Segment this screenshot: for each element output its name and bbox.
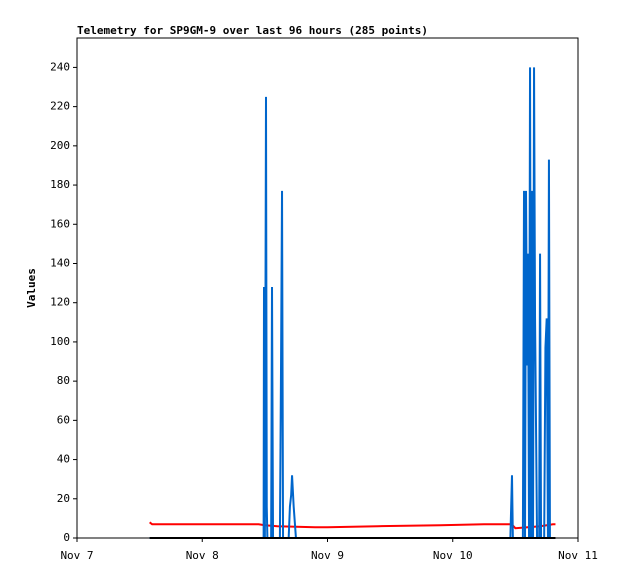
y-tick-label: 100 bbox=[50, 335, 70, 348]
y-tick-label: 20 bbox=[57, 492, 70, 505]
y-tick-label: 0 bbox=[63, 531, 70, 544]
y-tick-label: 80 bbox=[57, 374, 70, 387]
chart-title: Telemetry for SP9GM-9 over last 96 hours… bbox=[77, 24, 428, 37]
x-tick-label: Nov 10 bbox=[433, 549, 473, 562]
y-tick-label: 160 bbox=[50, 217, 70, 230]
y-axis-label: Values bbox=[25, 268, 38, 308]
x-tick-label: Nov 7 bbox=[60, 549, 93, 562]
y-tick-label: 120 bbox=[50, 296, 70, 309]
y-tick-label: 240 bbox=[50, 60, 70, 73]
y-tick-label: 200 bbox=[50, 139, 70, 152]
y-tick-label: 40 bbox=[57, 453, 70, 466]
series-line bbox=[149, 521, 556, 530]
series-line bbox=[149, 67, 551, 539]
x-tick-label: Nov 8 bbox=[186, 549, 219, 562]
y-tick-label: 180 bbox=[50, 178, 70, 191]
y-tick-label: 220 bbox=[50, 100, 70, 113]
x-tick-label: Nov 9 bbox=[311, 549, 344, 562]
y-tick-label: 140 bbox=[50, 256, 70, 269]
y-tick-label: 60 bbox=[57, 413, 70, 426]
x-tick-label: Nov 11 bbox=[558, 549, 598, 562]
